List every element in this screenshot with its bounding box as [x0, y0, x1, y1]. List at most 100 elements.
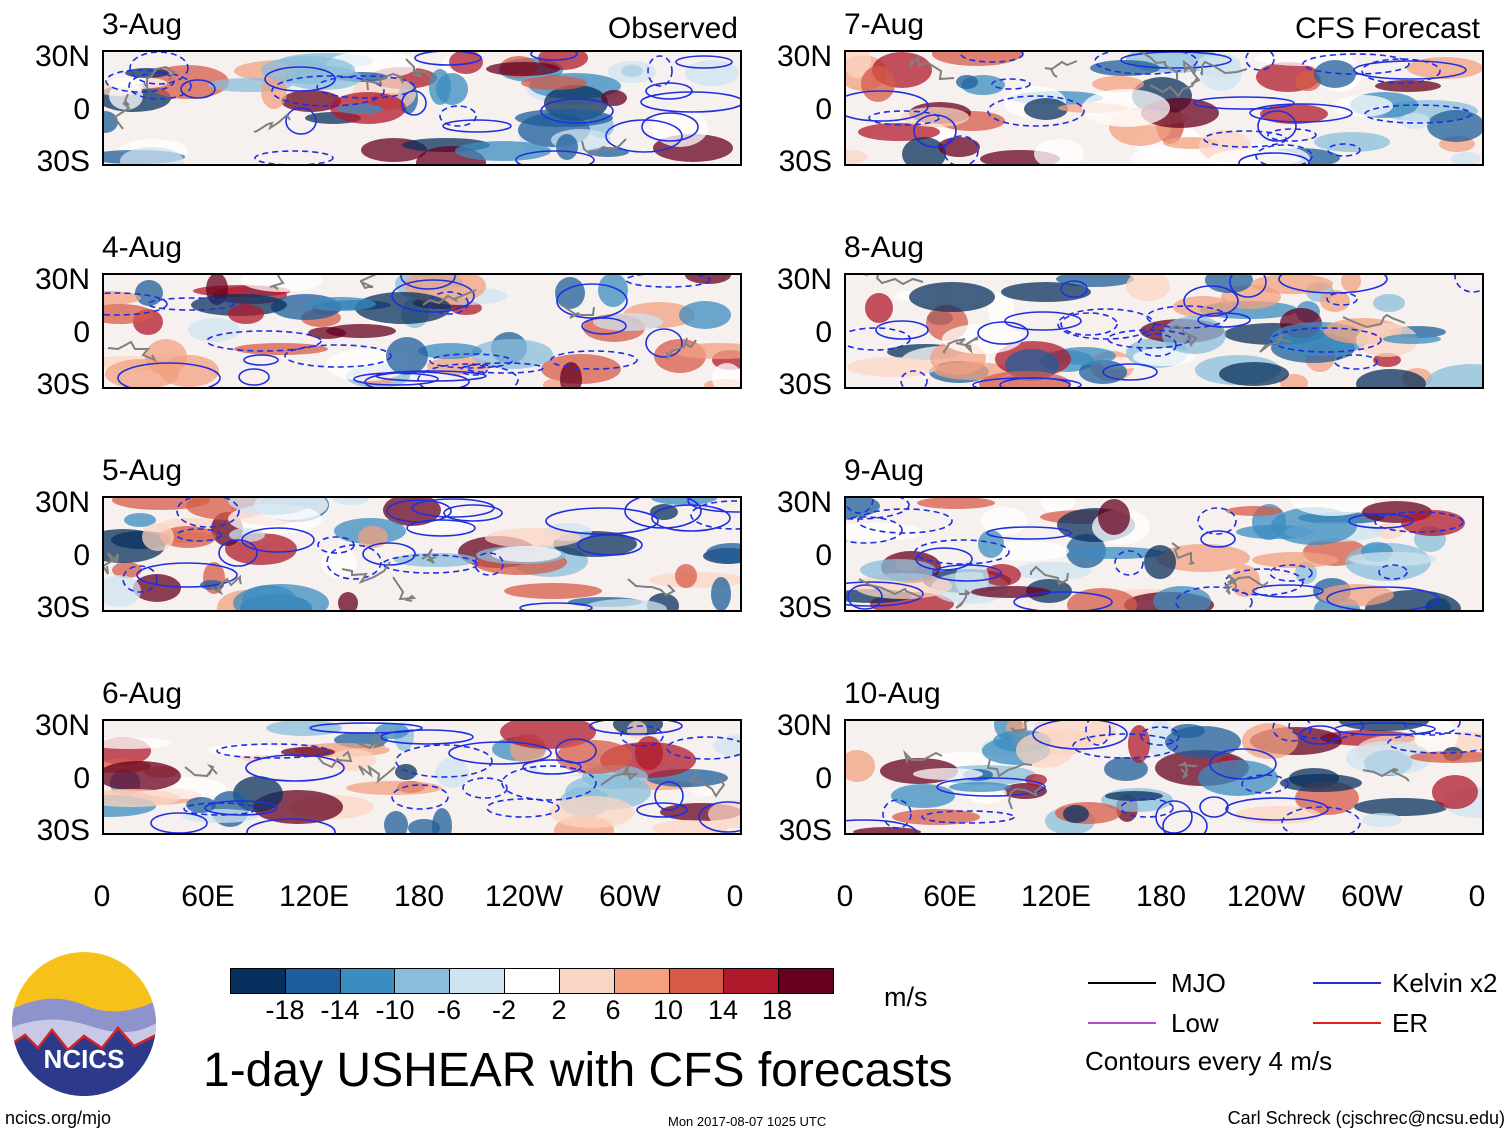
shear-shade	[486, 62, 560, 76]
shear-shade	[229, 528, 265, 542]
coastline	[955, 336, 979, 355]
kelvin-contour	[391, 279, 475, 313]
panel-date: 5-Aug	[102, 454, 183, 487]
kelvin-contour	[309, 722, 423, 734]
shear-shade	[1098, 499, 1130, 535]
coastline	[942, 338, 966, 354]
kelvin-contour	[987, 95, 1085, 127]
kelvin-contour	[1278, 275, 1388, 294]
kelvin-contour	[1137, 333, 1177, 357]
kelvin-contour	[1193, 96, 1295, 110]
shear-shade	[234, 343, 328, 355]
shear-shade	[1426, 364, 1482, 387]
kelvin-contour	[1120, 52, 1232, 69]
shear-shade	[104, 111, 118, 133]
shear-shade	[455, 141, 551, 161]
shear-shade	[1015, 562, 1091, 580]
shear-shade	[583, 599, 667, 610]
shear-shade	[112, 498, 210, 510]
coastline	[317, 750, 353, 769]
lat-label: 30N	[34, 263, 90, 296]
coastline	[1139, 52, 1178, 80]
kelvin-contour	[1241, 774, 1289, 794]
kelvin-contour	[1454, 275, 1482, 293]
lat-label: 0	[73, 93, 90, 126]
lon-label: 120W	[1226, 880, 1306, 913]
kelvin-contour	[104, 292, 168, 316]
shear-shade	[706, 543, 740, 563]
kelvin-contour	[206, 330, 322, 352]
shear-shade	[1401, 510, 1465, 536]
kelvin-contour	[960, 52, 1024, 63]
lon-label: 60E	[923, 880, 977, 913]
shear-shade	[685, 275, 731, 284]
coastline	[1259, 333, 1292, 353]
shear-shade	[708, 800, 740, 828]
kelvin-contour	[129, 52, 189, 85]
colorbar-label: -6	[436, 995, 462, 1025]
lat-label: 30S	[36, 591, 90, 624]
shear-shade	[1205, 275, 1253, 293]
shear-shade	[1333, 95, 1393, 117]
coastline	[269, 275, 285, 290]
kelvin-contour	[411, 498, 495, 518]
shear-shade	[891, 784, 955, 808]
shear-shade	[337, 104, 383, 114]
coastline	[1168, 324, 1198, 348]
kelvin-contour	[1183, 285, 1239, 317]
shear-shade	[1016, 732, 1074, 768]
kelvin-contour	[1299, 725, 1341, 745]
kelvin-contour	[1255, 144, 1313, 164]
kelvin-contour	[913, 114, 957, 148]
shear-shade	[125, 68, 169, 78]
coastline	[113, 93, 131, 130]
map-panel: 3-Aug Observed 30N 0 30S	[35, 8, 862, 240]
kelvin-contour	[460, 364, 488, 376]
colorbar-label: -18	[265, 995, 305, 1025]
shear-shade	[1271, 507, 1357, 545]
kelvin-contour	[999, 377, 1071, 387]
kelvin-contour	[1334, 354, 1378, 370]
kelvin-contour	[540, 98, 614, 124]
kelvin-contour	[1252, 584, 1324, 598]
kelvin-contour	[443, 504, 503, 522]
kelvin-contour	[271, 75, 385, 107]
shear-shade	[1162, 316, 1226, 354]
kelvin-contour	[555, 738, 597, 764]
lat-label: 30S	[36, 368, 90, 401]
kelvin-contour	[462, 777, 508, 799]
lon-label: 60W	[599, 880, 661, 913]
kelvin-contour	[204, 800, 278, 816]
lon-label: 120E	[1020, 880, 1092, 913]
shear-map	[102, 273, 742, 389]
colorbar-label: 18	[761, 995, 793, 1025]
shear-shade	[1147, 721, 1175, 758]
shear-map	[844, 496, 1484, 612]
lat-label: 30N	[776, 263, 832, 296]
shear-shade	[1314, 60, 1356, 88]
shear-shade	[1341, 275, 1361, 292]
shear-shade	[1041, 498, 1075, 514]
kelvin-contour	[640, 91, 740, 113]
lon-label: 0	[1468, 880, 1486, 913]
lat-label: 30S	[778, 145, 832, 178]
kelvin-contour	[647, 55, 673, 87]
footer-url[interactable]: ncics.org/mjo	[5, 1108, 112, 1128]
kelvin-contour	[448, 741, 552, 765]
kelvin-contour	[486, 798, 560, 818]
shear-shade	[1105, 791, 1163, 801]
kelvin-contour	[380, 729, 474, 745]
kelvin-contour	[128, 72, 192, 100]
kelvin-contour	[519, 602, 593, 610]
map-panel: 8-Aug 30N 0 30S	[777, 231, 1510, 463]
coastline	[422, 289, 477, 306]
kelvin-contour	[1378, 564, 1408, 580]
panel-date: 7-Aug	[844, 8, 925, 41]
shear-shade	[515, 109, 613, 127]
colorbar-swatch	[450, 969, 506, 993]
panel-date: 10-Aug	[844, 677, 941, 710]
lat-label: 0	[815, 93, 832, 126]
shear-shade	[598, 275, 628, 307]
shear-shade	[854, 573, 952, 599]
shear-shade	[386, 337, 428, 375]
